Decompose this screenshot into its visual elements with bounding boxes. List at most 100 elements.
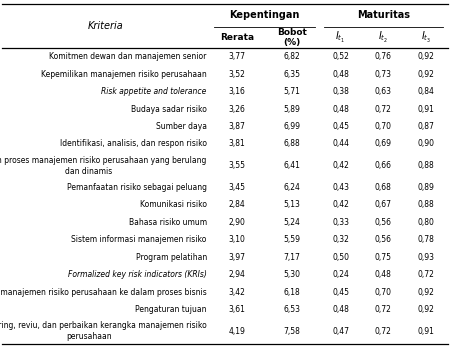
Text: 0,50: 0,50 [332,253,349,262]
Text: 5,89: 5,89 [283,105,300,114]
Text: 6,41: 6,41 [283,161,300,170]
Text: Integrasi manajemen risiko perusahaan ke dalam proses bisnis: Integrasi manajemen risiko perusahaan ke… [0,288,207,296]
Text: Kepentingan: Kepentingan [229,10,300,20]
Text: 3,87: 3,87 [229,122,245,131]
Text: 0,72: 0,72 [375,105,392,114]
Text: 0,66: 0,66 [375,161,392,170]
Text: 6,53: 6,53 [283,305,300,314]
Text: 3,81: 3,81 [229,140,245,148]
Text: 7,17: 7,17 [283,253,300,262]
Text: 0,88: 0,88 [418,161,435,170]
Text: Kriteria: Kriteria [88,21,124,31]
Text: 4,19: 4,19 [229,327,245,336]
Text: 0,72: 0,72 [375,327,392,336]
Text: 5,59: 5,59 [283,235,300,244]
Text: 0,68: 0,68 [375,183,392,192]
Text: 0,92: 0,92 [418,305,435,314]
Text: Pengaturan tujuan: Pengaturan tujuan [135,305,207,314]
Text: Formalized key risk indicators (KRIs): Formalized key risk indicators (KRIs) [68,270,207,279]
Text: Kepemilikan manajemen risiko perusahaan: Kepemilikan manajemen risiko perusahaan [41,70,207,79]
Text: 0,56: 0,56 [375,235,392,244]
Text: 0,76: 0,76 [375,53,392,61]
Text: $\it{I}_{t_1}$: $\it{I}_{t_1}$ [335,30,346,45]
Text: Budaya sadar risiko: Budaya sadar risiko [131,105,207,114]
Text: $\it{I}_{t_3}$: $\it{I}_{t_3}$ [421,30,432,45]
Text: 3,52: 3,52 [229,70,245,79]
Text: 0,48: 0,48 [332,305,349,314]
Text: 3,26: 3,26 [229,105,245,114]
Text: Sistem informasi manajemen risiko: Sistem informasi manajemen risiko [72,235,207,244]
Text: Komitmen dewan dan manajemen senior: Komitmen dewan dan manajemen senior [50,53,207,61]
Text: 0,70: 0,70 [375,288,392,296]
Text: 0,42: 0,42 [332,201,349,209]
Text: 0,69: 0,69 [375,140,392,148]
Text: 5,13: 5,13 [283,201,300,209]
Text: 0,47: 0,47 [332,327,349,336]
Text: 2,84: 2,84 [229,201,245,209]
Text: 3,45: 3,45 [229,183,245,192]
Text: Rerata: Rerata [220,33,254,42]
Text: Sumber daya: Sumber daya [156,122,207,131]
Text: 2,94: 2,94 [229,270,245,279]
Text: 0,73: 0,73 [375,70,392,79]
Text: 0,45: 0,45 [332,288,349,296]
Text: 0,48: 0,48 [332,70,349,79]
Text: Monitoring, reviu, dan perbaikan kerangka manajemen risiko
perusahaan: Monitoring, reviu, dan perbaikan kerangk… [0,321,207,342]
Text: 0,70: 0,70 [375,122,392,131]
Text: 0,72: 0,72 [418,270,435,279]
Text: 0,72: 0,72 [375,305,392,314]
Text: 0,90: 0,90 [418,140,435,148]
Text: 6,88: 6,88 [284,140,300,148]
Text: 0,92: 0,92 [418,288,435,296]
Text: 0,33: 0,33 [332,218,349,227]
Text: Komunikasi risiko: Komunikasi risiko [140,201,207,209]
Text: 0,45: 0,45 [332,122,349,131]
Text: 3,42: 3,42 [229,288,245,296]
Text: 6,18: 6,18 [284,288,300,296]
Text: 0,56: 0,56 [375,218,392,227]
Text: 0,78: 0,78 [418,235,435,244]
Text: $\it{I}_{t_2}$: $\it{I}_{t_2}$ [378,30,388,45]
Text: 0,43: 0,43 [332,183,349,192]
Text: 5,24: 5,24 [283,218,300,227]
Text: 0,93: 0,93 [418,253,435,262]
Text: 3,10: 3,10 [229,235,245,244]
Text: 2,90: 2,90 [229,218,245,227]
Text: 3,97: 3,97 [229,253,245,262]
Text: 0,92: 0,92 [418,53,435,61]
Text: 0,48: 0,48 [332,105,349,114]
Text: Program pelatihan: Program pelatihan [135,253,207,262]
Text: 0,52: 0,52 [332,53,349,61]
Text: 3,16: 3,16 [229,87,245,96]
Text: Identifikasi, analisis, dan respon risiko: Identifikasi, analisis, dan respon risik… [60,140,207,148]
Text: 6,35: 6,35 [283,70,300,79]
Text: 6,82: 6,82 [284,53,300,61]
Text: 0,91: 0,91 [418,327,435,336]
Text: 0,91: 0,91 [418,105,435,114]
Text: 0,92: 0,92 [418,70,435,79]
Text: 0,75: 0,75 [375,253,392,262]
Text: 0,44: 0,44 [332,140,349,148]
Text: 0,80: 0,80 [418,218,435,227]
Text: 0,89: 0,89 [418,183,435,192]
Text: 0,38: 0,38 [332,87,349,96]
Text: Maturitas: Maturitas [357,10,410,20]
Text: 0,84: 0,84 [418,87,435,96]
Text: 0,63: 0,63 [375,87,392,96]
Text: Langkah proses manajemen risiko perusahaan yang berulang
dan dinamis: Langkah proses manajemen risiko perusaha… [0,156,207,176]
Text: 0,48: 0,48 [375,270,392,279]
Text: 5,71: 5,71 [283,87,300,96]
Text: Bobot
(%): Bobot (%) [277,28,306,48]
Text: 6,99: 6,99 [283,122,300,131]
Text: 0,87: 0,87 [418,122,435,131]
Text: Risk appetite and tolerance: Risk appetite and tolerance [101,87,207,96]
Text: 6,24: 6,24 [283,183,300,192]
Text: 5,30: 5,30 [283,270,300,279]
Text: 3,55: 3,55 [229,161,245,170]
Text: 3,61: 3,61 [229,305,245,314]
Text: 0,24: 0,24 [332,270,349,279]
Text: Pemanfaatan risiko sebagai peluang: Pemanfaatan risiko sebagai peluang [67,183,207,192]
Text: Bahasa risiko umum: Bahasa risiko umum [129,218,207,227]
Text: 0,67: 0,67 [375,201,392,209]
Text: 0,88: 0,88 [418,201,435,209]
